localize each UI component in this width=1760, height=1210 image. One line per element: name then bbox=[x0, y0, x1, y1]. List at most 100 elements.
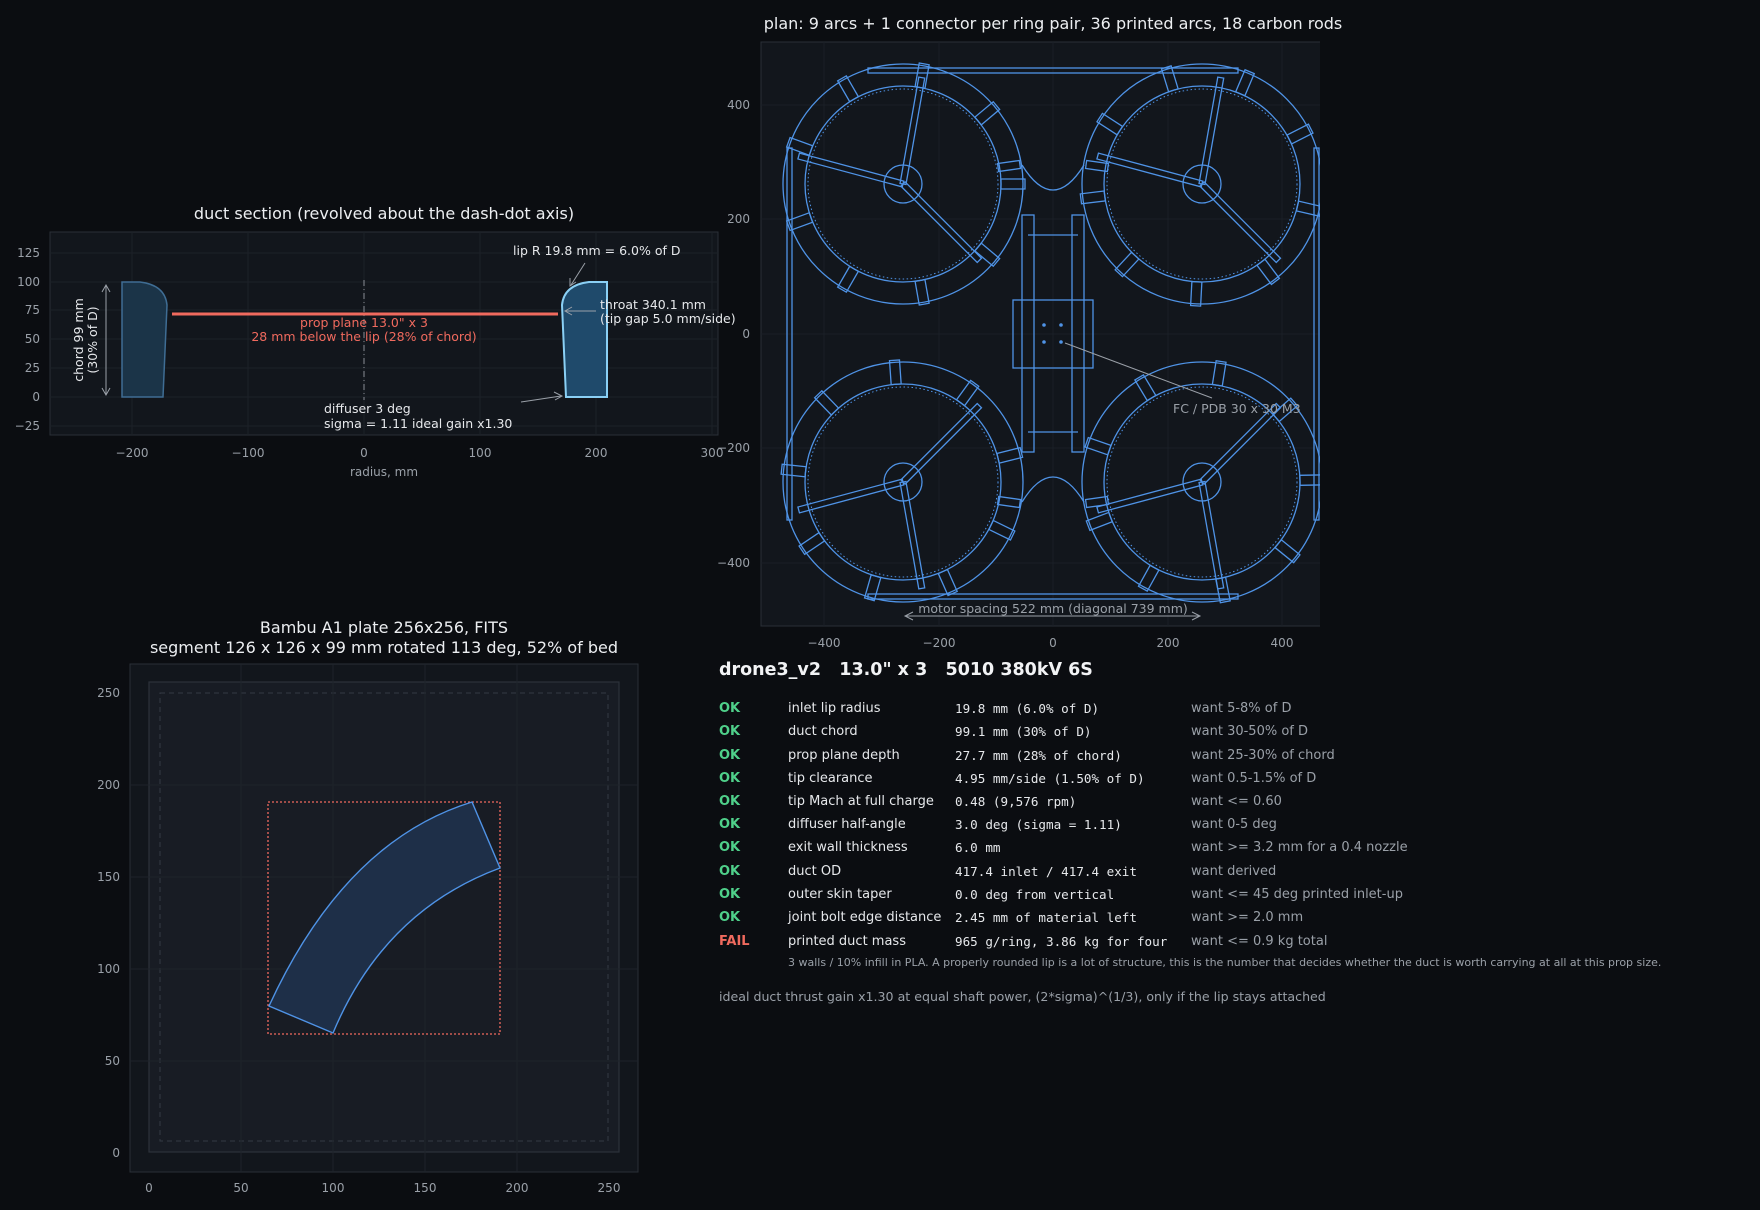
duct-xtick: 100 bbox=[469, 446, 492, 460]
prop-disc-circle bbox=[807, 88, 999, 280]
plan-xtick: 200 bbox=[1157, 636, 1180, 650]
check-name: outer skin taper bbox=[788, 887, 892, 902]
left-duct-wall bbox=[121, 281, 168, 398]
bed-xtick: 100 bbox=[322, 1181, 345, 1195]
status-badge: OK bbox=[719, 887, 741, 902]
status-badge: OK bbox=[719, 864, 741, 879]
arc-joint-block bbox=[914, 62, 930, 90]
design-check-summary: drone3_v2 13.0" x 3 5010 380kV 6S OK inle… bbox=[719, 660, 1749, 1004]
bed-ytick: 200 bbox=[97, 778, 120, 792]
duct-section-plot: −200 −100 0 100 200 300 125 100 75 50 25… bbox=[15, 231, 736, 479]
duct-xtick: −200 bbox=[116, 446, 149, 460]
status-badge: OK bbox=[719, 724, 741, 739]
arc-joint-block bbox=[798, 531, 826, 556]
bed-title: Bambu A1 plate 256x256, FITS bbox=[259, 618, 509, 637]
arm-spoke bbox=[1096, 478, 1204, 514]
duct-ytick: −25 bbox=[15, 419, 40, 433]
check-target: want >= 3.2 mm for a 0.4 nozzle bbox=[1191, 840, 1408, 855]
arc-joint-block bbox=[785, 211, 814, 232]
duct-ytick: 0 bbox=[32, 390, 40, 404]
ring-outer-circle bbox=[782, 361, 1024, 603]
arc-joint-block bbox=[1096, 112, 1124, 136]
bed-subtitle: segment 126 x 126 x 99 mm rotated 113 de… bbox=[149, 638, 619, 657]
sigma-annotation: sigma = 1.11 ideal gain x1.30 bbox=[324, 416, 512, 431]
arc-joint-block bbox=[1114, 251, 1140, 278]
duct-ring bbox=[1081, 359, 1320, 604]
duct-xtick: −100 bbox=[232, 446, 265, 460]
status-badge: OK bbox=[719, 701, 741, 716]
bed-x-ticks: 0 50 100 150 200 250 bbox=[145, 1181, 620, 1195]
arc-joint-block bbox=[836, 74, 860, 103]
duct-section-title: duct section (revolved about the dash-do… bbox=[193, 204, 575, 223]
bed-ytick: 100 bbox=[97, 962, 120, 976]
ring-outer-circle bbox=[1081, 361, 1320, 603]
arm-spoke bbox=[899, 480, 926, 590]
status-badge: OK bbox=[719, 817, 741, 832]
arc-joint-block bbox=[1295, 200, 1320, 218]
arc-joint-block bbox=[1137, 564, 1160, 593]
check-name: joint bolt edge distance bbox=[788, 910, 942, 925]
arc-joint-block bbox=[1215, 576, 1231, 604]
duct-xtick: 0 bbox=[360, 446, 368, 460]
duct-ytick: 50 bbox=[25, 332, 40, 346]
arc-joint-block bbox=[1299, 474, 1320, 486]
check-name: duct chord bbox=[788, 724, 858, 739]
duct-ytick: 125 bbox=[17, 246, 40, 260]
arc-joint-block bbox=[863, 574, 882, 602]
gain-footer: ideal duct thrust gain x1.30 at equal sh… bbox=[719, 989, 1326, 1004]
arc-joint-block bbox=[1271, 397, 1299, 423]
arc-joint-block bbox=[888, 359, 902, 386]
check-target: want 5-8% of D bbox=[1191, 701, 1292, 716]
fc-pdb-label: FC / PDB 30 x 30 M3 bbox=[1173, 401, 1301, 416]
arc-joint-block bbox=[1085, 511, 1114, 532]
plan-xtick: −200 bbox=[923, 636, 956, 650]
arm-spoke bbox=[797, 478, 905, 514]
check-name: exit wall thickness bbox=[788, 840, 908, 855]
arc-joint-block bbox=[988, 519, 1016, 541]
duct-x-axis-label: radius, mm bbox=[350, 465, 418, 479]
arm-spoke bbox=[797, 152, 905, 188]
arc-joint-block bbox=[1234, 68, 1256, 97]
arm-spoke bbox=[1096, 152, 1204, 188]
arc-joint-block bbox=[1079, 190, 1107, 205]
check-target: want <= 0.9 kg total bbox=[1191, 934, 1328, 949]
plan-ytick: 400 bbox=[727, 98, 750, 112]
check-value: 417.4 inlet / 417.4 exit bbox=[955, 864, 1137, 879]
duct-ring bbox=[780, 359, 1024, 603]
check-target: want 25-30% of chord bbox=[1191, 748, 1335, 763]
check-value: 19.8 mm (6.0% of D) bbox=[955, 701, 1100, 716]
duct-ring bbox=[1079, 63, 1320, 307]
check-target: want 0.5-1.5% of D bbox=[1191, 771, 1317, 786]
arc-joint-block bbox=[996, 446, 1024, 464]
plan-ytick: −200 bbox=[717, 441, 750, 455]
arc-joint-block bbox=[785, 136, 814, 157]
bed-ytick: 250 bbox=[97, 686, 120, 700]
check-value: 99.1 mm (30% of D) bbox=[955, 724, 1092, 739]
duct-segment bbox=[268, 801, 501, 1034]
arc-joint-block bbox=[1189, 280, 1203, 307]
duct-ytick: 25 bbox=[25, 361, 40, 375]
arm-spoke bbox=[1198, 480, 1225, 590]
plan-xtick: 0 bbox=[1049, 636, 1057, 650]
duct-ring bbox=[782, 62, 1026, 306]
check-value: 27.7 mm (28% of chord) bbox=[955, 748, 1122, 763]
status-badge: OK bbox=[719, 910, 741, 925]
status-badge: FAIL bbox=[719, 934, 750, 949]
check-value: 0.0 deg from vertical bbox=[955, 887, 1115, 902]
print-bed-plot: 0 50 100 150 200 250 250 200 150 100 50 … bbox=[97, 663, 639, 1195]
bed-xtick: 200 bbox=[506, 1181, 529, 1195]
check-value: 6.0 mm bbox=[955, 840, 1001, 855]
prop-disc-circle bbox=[1106, 88, 1298, 280]
arm-spoke bbox=[899, 76, 926, 186]
throat-annotation: throat 340.1 mm bbox=[600, 297, 706, 312]
arc-joint-block bbox=[813, 389, 840, 416]
bed-xtick: 250 bbox=[598, 1181, 621, 1195]
duct-rings bbox=[780, 62, 1320, 604]
arc-joint-block bbox=[973, 242, 1001, 268]
ring-outer-circle bbox=[1081, 63, 1320, 305]
arc-joint-block bbox=[1211, 359, 1227, 387]
arc-joint-block bbox=[973, 100, 1001, 126]
check-name: prop plane depth bbox=[788, 748, 900, 763]
check-target: want derived bbox=[1191, 864, 1277, 879]
ring-inner-circle bbox=[804, 383, 1002, 581]
